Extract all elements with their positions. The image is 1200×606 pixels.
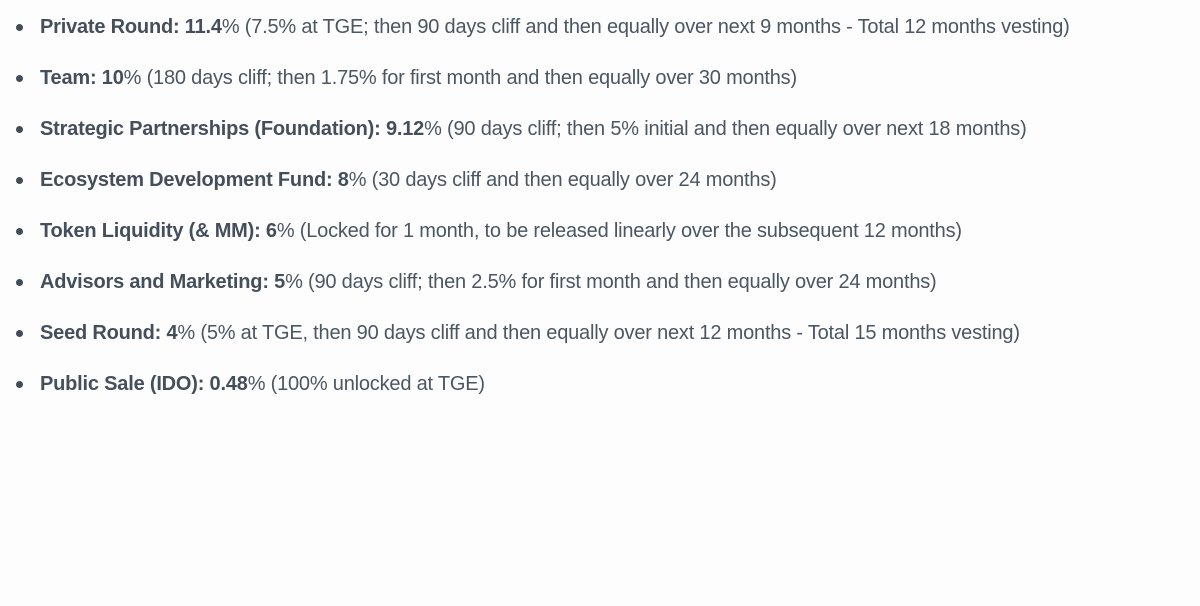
allocation-label: Seed Round: 4 (40, 322, 178, 344)
allocation-label: Advisors and Marketing: 5 (40, 271, 286, 293)
bullet-icon (16, 380, 23, 388)
list-item-seed-round: Seed Round: 4% (5% at TGE, then 90 days … (16, 314, 1172, 352)
bullet-icon (16, 329, 23, 337)
allocation-label: Public Sale (IDO): 0.48 (40, 373, 248, 395)
list-item-team: Team: 10% (180 days cliff; then 1.75% fo… (16, 59, 1172, 97)
list-item-public-sale: Public Sale (IDO): 0.48% (100% unlocked … (16, 365, 1172, 403)
token-vesting-list: Private Round: 11.4% (7.5% at TGE; then … (16, 8, 1172, 403)
list-item-ecosystem-development-fund: Ecosystem Development Fund: 8% (30 days … (16, 161, 1172, 199)
allocation-label: Strategic Partnerships (Foundation): 9.1… (40, 118, 425, 140)
bullet-icon (16, 176, 23, 184)
bullet-icon (16, 74, 23, 82)
bullet-icon (16, 125, 23, 133)
allocation-label: Team: 10 (40, 67, 124, 89)
allocation-detail: % (90 days cliff; then 5% initial and th… (424, 118, 1027, 140)
bullet-icon (16, 227, 23, 235)
allocation-detail: % (30 days cliff and then equally over 2… (348, 169, 777, 191)
allocation-detail: % (180 days cliff; then 1.75% for first … (123, 67, 797, 89)
allocation-label: Token Liquidity (& MM): 6 (40, 220, 277, 242)
allocation-label: Private Round: 11.4 (40, 16, 222, 38)
list-item-private-round: Private Round: 11.4% (7.5% at TGE; then … (16, 8, 1172, 46)
allocation-detail: % (90 days cliff; then 2.5% for first mo… (285, 271, 937, 293)
list-item-token-liquidity: Token Liquidity (& MM): 6% (Locked for 1… (16, 212, 1172, 250)
allocation-detail: % (7.5% at TGE; then 90 days cliff and t… (221, 16, 1070, 38)
bullet-icon (16, 278, 23, 286)
allocation-label: Ecosystem Development Fund: 8 (40, 169, 349, 191)
list-item-advisors-and-marketing: Advisors and Marketing: 5% (90 days clif… (16, 263, 1172, 301)
list-item-strategic-partnerships: Strategic Partnerships (Foundation): 9.1… (16, 110, 1172, 148)
allocation-detail: % (Locked for 1 month, to be released li… (276, 220, 962, 242)
allocation-detail: % (5% at TGE, then 90 days cliff and the… (177, 322, 1020, 344)
allocation-detail: % (100% unlocked at TGE) (247, 373, 485, 395)
bullet-icon (16, 23, 23, 31)
